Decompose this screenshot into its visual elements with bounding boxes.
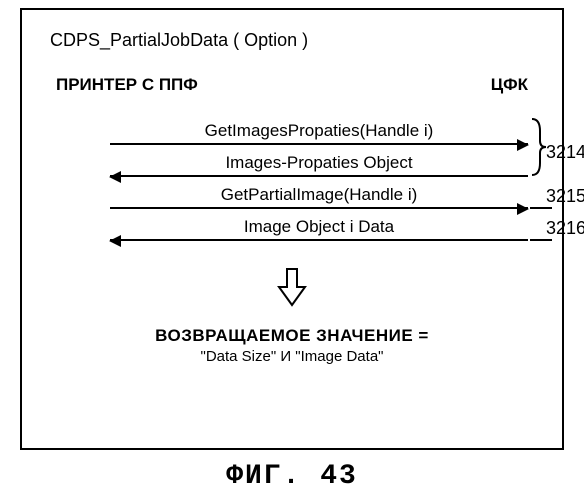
endpoint-left: ПРИНТЕР С ППФ	[56, 75, 198, 95]
down-arrow-icon	[50, 267, 534, 312]
message-label: Image Object i Data	[110, 217, 528, 237]
ref-label: 3214	[546, 142, 584, 163]
arrow-line	[110, 175, 528, 177]
ref-label: 3215	[546, 186, 584, 207]
message-label: GetImagesPropaties(Handle i)	[110, 121, 528, 141]
message-row: GetImagesPropaties(Handle i)	[110, 115, 528, 147]
diagram-container: CDPS_PartialJobData ( Option ) ПРИНТЕР С…	[0, 0, 584, 500]
diagram-title: CDPS_PartialJobData ( Option )	[50, 30, 534, 51]
leader-line	[530, 207, 552, 209]
ref-label: 3216	[546, 218, 584, 239]
endpoint-right: ЦФК	[491, 75, 528, 95]
endpoints-row: ПРИНТЕР С ППФ ЦФК	[50, 75, 534, 95]
arrow-head-left-icon	[109, 235, 121, 247]
message-row: Image Object i Data	[110, 211, 528, 243]
sequence-area: GetImagesPropaties(Handle i) Images-Prop…	[110, 115, 528, 243]
message-label: GetPartialImage(Handle i)	[110, 185, 528, 205]
return-value: "Data Size" И "Image Data"	[50, 348, 534, 365]
return-label: ВОЗВРАЩАЕМОЕ ЗНАЧЕНИЕ =	[50, 326, 534, 346]
arrow-line	[110, 207, 528, 209]
message-label: Images-Propaties Object	[110, 153, 528, 173]
figure-caption: ФИГ. 43	[0, 461, 584, 492]
message-row: Images-Propaties Object	[110, 147, 528, 179]
leader-line	[530, 239, 552, 241]
message-row: GetPartialImage(Handle i)	[110, 179, 528, 211]
diagram-frame: CDPS_PartialJobData ( Option ) ПРИНТЕР С…	[20, 8, 564, 450]
arrow-line	[110, 143, 528, 145]
arrow-line	[110, 239, 528, 241]
return-block: ВОЗВРАЩАЕМОЕ ЗНАЧЕНИЕ = "Data Size" И "I…	[50, 326, 534, 365]
